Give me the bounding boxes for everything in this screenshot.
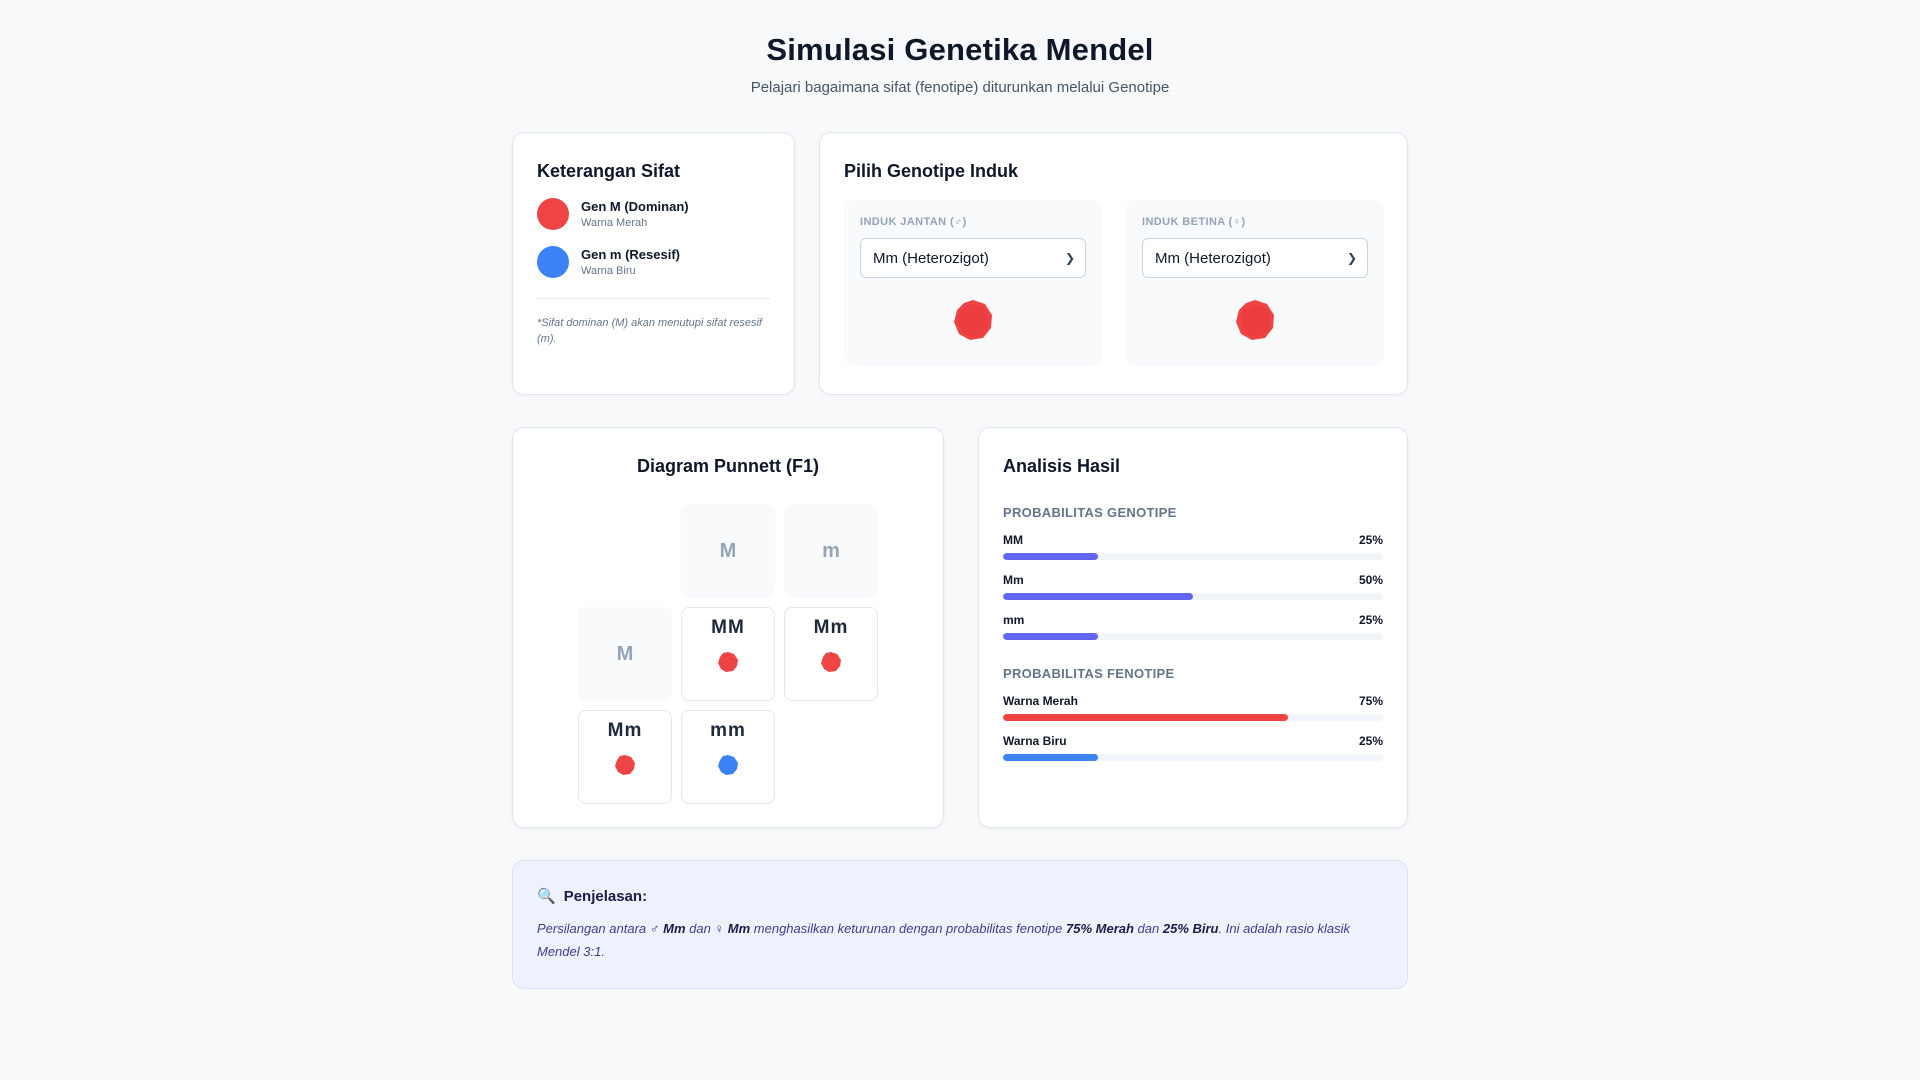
punnett-cell: Mm — [578, 710, 672, 804]
progress-track — [1003, 633, 1383, 640]
punnett-cell: MM — [681, 607, 775, 701]
blue-organism-icon — [718, 755, 738, 775]
punnett-cell-genotype: mm — [710, 720, 746, 741]
explanation-segment: menghasilkan keturunan dengan probabilit… — [750, 921, 1067, 936]
explanation-emphasis: Mm — [663, 921, 686, 936]
explanation-segment: dan — [1133, 921, 1163, 936]
punnett-header-top: m — [784, 504, 878, 598]
bar-label: Warna Merah — [1003, 694, 1078, 708]
parents-title: Pilih Genotipe Induk — [844, 161, 1019, 181]
punnett-cell-genotype: Mm — [607, 720, 643, 741]
analysis-title: Analisis Hasil — [1003, 456, 1121, 476]
genotype-bar-row: Mm 50% — [1003, 573, 1383, 600]
explanation-emphasis: 75% Merah — [1066, 921, 1134, 936]
progress-track — [1003, 553, 1383, 560]
progress-fill — [1003, 714, 1288, 721]
legend-note: *Sifat dominan (M) akan menutupi sifat r… — [537, 317, 762, 345]
progress-track — [1003, 593, 1383, 600]
explanation-segment: Persilangan antara ♂ — [537, 921, 664, 936]
punnett-cell-genotype: MM — [711, 617, 745, 638]
male-genotype-value: Mm (Heterozigot) — [873, 249, 989, 267]
parent-genotype-card: Pilih Genotipe Induk INDUK JANTAN (♂) Mm… — [819, 132, 1408, 395]
page-header: Simulasi Genetika Mendel Pelajari bagaim… — [512, 0, 1408, 96]
app-container: Simulasi Genetika Mendel Pelajari bagaim… — [512, 0, 1408, 989]
phenotype-bar-row: Warna Merah 75% — [1003, 694, 1383, 721]
progress-fill — [1003, 553, 1098, 560]
legend-card: Keterangan Sifat Gen M (Dominan) Warna M… — [512, 132, 795, 395]
punnett-card: Diagram Punnett (F1) M m M MM Mm Mm — [512, 427, 944, 828]
male-parent-label: INDUK JANTAN (♂) — [860, 216, 967, 228]
magnifier-icon: 🔍 — [537, 888, 556, 905]
progress-fill — [1003, 593, 1193, 600]
legend-item-desc: Warna Biru — [581, 265, 636, 277]
punnett-header-left: M — [578, 607, 672, 701]
explanation-text: Persilangan antara ♂ Mm dan ♀ Mm menghas… — [537, 917, 1383, 963]
explanation-emphasis: 25% Biru — [1162, 921, 1219, 936]
progress-track — [1003, 754, 1383, 761]
bar-value: 25% — [1358, 734, 1383, 748]
red-organism-icon — [615, 755, 635, 775]
bar-value: 50% — [1358, 573, 1383, 587]
chevron-down-icon: ❯ — [1346, 251, 1357, 265]
legend-item-name: Gen M (Dominan) — [581, 199, 689, 214]
analysis-card: Analisis Hasil PROBABILITAS GENOTIPE MM … — [978, 427, 1408, 828]
progress-track — [1003, 714, 1383, 721]
male-phenotype-preview — [860, 298, 1086, 342]
bar-label: MM — [1003, 533, 1023, 547]
explanation-segment: . Ini adalah rasio klasik Mendel 3:1. — [537, 921, 1351, 959]
male-parent-panel: INDUK JANTAN (♂) Mm (Heterozigot) ❯ — [844, 200, 1102, 366]
bar-value: 25% — [1358, 533, 1383, 547]
female-parent-label: INDUK BETINA (♀) — [1142, 216, 1246, 228]
female-genotype-value: Mm (Heterozigot) — [1155, 249, 1271, 267]
divider — [537, 298, 770, 299]
chevron-down-icon: ❯ — [1064, 251, 1075, 265]
punnett-title: Diagram Punnett (F1) — [636, 456, 819, 476]
female-parent-panel: INDUK BETINA (♀) Mm (Heterozigot) ❯ — [1126, 200, 1384, 366]
explanation-title: Penjelasan: — [563, 887, 648, 905]
legend-item-name: Gen m (Resesif) — [581, 247, 680, 262]
bar-value: 75% — [1358, 694, 1383, 708]
phenotype-bar-row: Warna Biru 25% — [1003, 734, 1383, 761]
red-organism-icon — [718, 652, 738, 672]
punnett-header-top: M — [681, 504, 775, 598]
female-genotype-select[interactable]: Mm (Heterozigot) ❯ — [1142, 238, 1368, 278]
punnett-cell: Mm — [784, 607, 878, 701]
bar-label: Mm — [1003, 573, 1024, 587]
explanation-box: 🔍 Penjelasan: Persilangan antara ♂ Mm da… — [512, 860, 1408, 989]
blue-dot-icon — [537, 246, 569, 278]
red-organism-icon — [954, 300, 992, 340]
legend-item-desc: Warna Merah — [581, 217, 648, 229]
bar-label: mm — [1003, 613, 1025, 627]
page-subtitle: Pelajari bagaimana sifat (fenotipe) ditu… — [750, 79, 1170, 96]
female-phenotype-preview — [1142, 298, 1368, 342]
bar-label: Warna Biru — [1003, 734, 1067, 748]
progress-fill — [1003, 633, 1098, 640]
bar-value: 25% — [1358, 613, 1383, 627]
punnett-cell: mm — [681, 710, 775, 804]
legend-title: Keterangan Sifat — [537, 161, 681, 181]
page-title: Simulasi Genetika Mendel — [766, 32, 1154, 67]
genotype-bar-row: MM 25% — [1003, 533, 1383, 560]
genotype-section-title: PROBABILITAS GENOTIPE — [1003, 505, 1177, 520]
male-genotype-select[interactable]: Mm (Heterozigot) ❯ — [860, 238, 1086, 278]
progress-fill — [1003, 754, 1098, 761]
phenotype-section-title: PROBABILITAS FENOTIPE — [1003, 666, 1175, 681]
red-organism-icon — [1236, 300, 1274, 340]
genotype-bar-row: mm 25% — [1003, 613, 1383, 640]
legend-item-recessive: Gen m (Resesif) Warna Biru — [537, 246, 770, 278]
punnett-grid: M m M MM Mm Mm mm — [578, 504, 878, 804]
red-dot-icon — [537, 198, 569, 230]
red-organism-icon — [821, 652, 841, 672]
explanation-segment: dan ♀ — [685, 921, 728, 936]
legend-item-dominant: Gen M (Dominan) Warna Merah — [537, 198, 770, 230]
punnett-cell-genotype: Mm — [813, 617, 849, 638]
explanation-emphasis: Mm — [727, 921, 751, 936]
